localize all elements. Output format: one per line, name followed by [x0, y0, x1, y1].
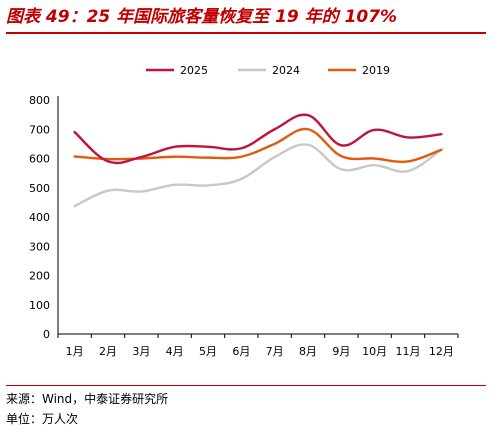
footer-rule [6, 385, 486, 386]
series-line-2019 [73, 127, 443, 163]
line-chart: 2025 2024 2019 0 100 200 300 400 500 600 700 800 1… [29, 64, 459, 358]
x-tick-label: 9月 [332, 345, 350, 358]
unit-note: 单位：万人次 [6, 412, 79, 426]
y-tick-label: 300 [29, 240, 50, 253]
series-line-2025 [73, 113, 443, 165]
x-tick-label: 11月 [396, 345, 421, 358]
x-tick-label: 12月 [429, 345, 454, 358]
title-rule [6, 32, 486, 34]
chart-area: 2025 2024 2019 0 100 200 300 400 500 600 700 800 1… [6, 40, 486, 380]
series-line-2024 [73, 143, 443, 208]
y-tick-label: 100 [29, 299, 50, 312]
y-axis: 0 100 200 300 400 500 600 700 800 [29, 94, 59, 341]
x-tick-label: 1月 [66, 345, 84, 358]
y-tick-label: 600 [29, 153, 50, 166]
x-tick-label: 6月 [232, 345, 250, 358]
y-tick-label: 200 [29, 270, 50, 283]
x-tick-label: 4月 [166, 345, 184, 358]
legend-label-2019: 2019 [362, 64, 390, 77]
x-tick-label: 3月 [132, 345, 150, 358]
x-tick-label: 7月 [266, 345, 284, 358]
y-tick-label: 0 [43, 328, 50, 341]
legend-label-2025: 2025 [180, 64, 208, 77]
series-group [73, 113, 443, 208]
source-note: 来源：Wind，中泰证券研究所 [6, 392, 169, 406]
x-tick-label: 5月 [199, 345, 217, 358]
x-tick-label: 8月 [299, 345, 317, 358]
y-tick-label: 500 [29, 182, 50, 195]
figure-title: 图表 49：25 年国际旅客量恢复至 19 年的 107% [6, 7, 398, 27]
legend-label-2024: 2024 [272, 64, 300, 77]
x-tick-label: 10月 [362, 345, 387, 358]
legend: 2025 2024 2019 [146, 64, 390, 77]
y-tick-label: 400 [29, 211, 50, 224]
x-axis: 1月 2月 3月 4月 5月 6月 7月 8月 9月 10月 11月 12月 [57, 333, 459, 358]
x-tick-label: 2月 [99, 345, 117, 358]
y-tick-label: 700 [29, 123, 50, 136]
y-tick-label: 800 [29, 94, 50, 107]
